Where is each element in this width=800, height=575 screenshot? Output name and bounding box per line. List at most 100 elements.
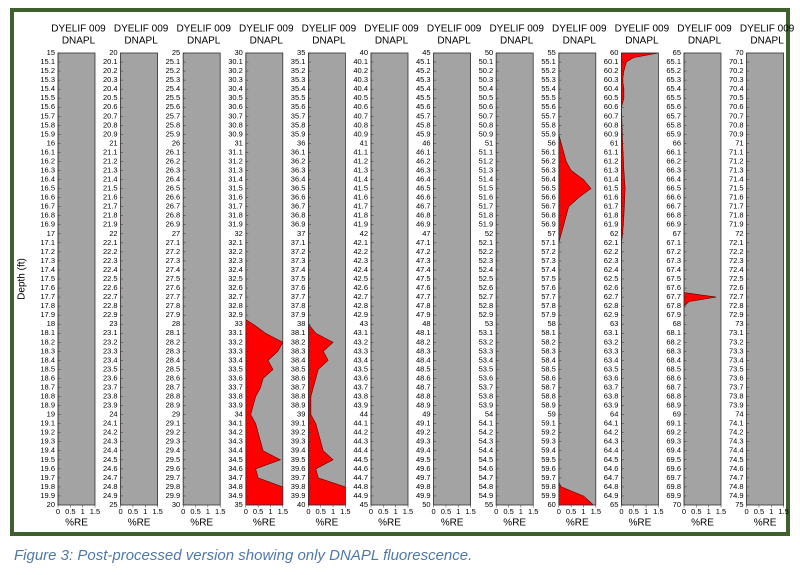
y-tick-label: 31.1 [228,147,243,156]
y-tick-label: 42.8 [353,301,368,310]
panel-subtitle: DNAPL [250,36,284,47]
y-tick-label: 52.9 [479,310,494,319]
y-tick-label: 60.6 [604,102,619,111]
y-tick-label: 22.6 [103,283,118,292]
y-tick-label: 43.4 [353,355,368,364]
y-tick-label: 49 [422,410,430,419]
y-tick-label: 25.9 [166,129,181,138]
y-tick-label: 44 [360,410,368,419]
y-tick-label: 68.1 [666,328,681,337]
y-tick-label: 51.7 [479,202,494,211]
y-tick-label: 37.6 [291,283,306,292]
y-tick-label: 62 [610,229,618,238]
y-tick-label: 65.7 [666,111,681,120]
y-tick-label: 18.7 [40,382,55,391]
panel-title: DYELIF 009 [176,24,231,35]
y-tick-label: 45.3 [416,75,431,84]
y-tick-label: 37.7 [291,292,306,301]
y-tick-label: 73.9 [729,401,744,410]
y-tick-label: 17 [47,229,55,238]
y-tick-label: 51.6 [479,193,494,202]
y-tick-label: 57 [547,229,555,238]
x-tick-label: 1.5 [465,507,475,516]
y-tick-label: 21 [109,138,117,147]
y-tick-label: 62.6 [604,283,619,292]
y-tick-label: 16.9 [40,220,55,229]
y-tick-label: 55.1 [541,57,556,66]
x-axis-label: %RE [128,518,151,529]
y-tick-label: 55.7 [541,111,556,120]
y-tick-label: 42.7 [353,292,368,301]
y-tick-label: 55 [485,500,493,509]
x-tick-label: 0 [682,507,686,516]
y-tick-label: 68.7 [666,382,681,391]
y-tick-label: 27.3 [166,256,181,265]
y-tick-label: 68.2 [666,337,681,346]
y-tick-label: 50.7 [479,111,494,120]
y-tick-label: 37.4 [291,265,306,274]
y-tick-label: 67.2 [666,247,681,256]
y-tick-label: 20.9 [103,129,118,138]
x-tick-label: 0.5 [128,507,138,516]
y-tick-label: 20.5 [103,93,118,102]
y-tick-label: 64.9 [604,491,619,500]
y-tick-label: 26.1 [166,147,181,156]
y-tick-label: 50.9 [479,129,494,138]
y-tick-label: 70.3 [729,75,744,84]
y-tick-label: 35.2 [291,66,306,75]
y-tick-label: 54.3 [479,437,494,446]
y-tick-label: 37.3 [291,256,306,265]
y-tick-label: 29 [172,410,180,419]
y-tick-label: 71.6 [729,193,744,202]
x-tick-label: 1 [519,507,523,516]
y-tick-label: 22.2 [103,247,118,256]
y-tick-label: 19.6 [40,464,55,473]
y-tick-label: 28.6 [166,373,181,382]
y-tick-label: 32.2 [228,247,243,256]
y-tick-label: 44.3 [353,437,368,446]
panel-title: DYELIF 009 [740,24,795,35]
y-tick-label: 66.7 [666,202,681,211]
y-tick-label: 71.9 [729,220,744,229]
y-tick-label: 49.4 [416,446,431,455]
x-axis-label: %RE [503,518,526,529]
x-tick-label: 0.5 [441,507,451,516]
panel-title: DYELIF 009 [114,24,169,35]
y-tick-label: 37.8 [291,301,306,310]
x-axis-label: %RE [629,518,652,529]
y-tick-label: 65 [610,500,618,509]
y-tick-label: 18 [47,319,55,328]
y-tick-label: 20.1 [103,57,118,66]
y-tick-label: 35.7 [291,111,306,120]
y-tick-label: 62.2 [604,247,619,256]
y-tick-label: 17.4 [40,265,55,274]
y-tick-label: 63.2 [604,337,619,346]
y-tick-label: 15 [47,48,55,57]
y-tick-label: 38.4 [291,355,306,364]
y-tick-label: 71.4 [729,175,744,184]
y-tick-label: 17.1 [40,238,55,247]
y-tick-label: 53.8 [479,392,494,401]
y-tick-label: 25.1 [166,57,181,66]
y-tick-label: 30 [172,500,180,509]
x-axis-label: %RE [65,518,88,529]
panel-subtitle: DNAPL [688,36,722,47]
x-axis-label: %RE [566,518,589,529]
y-tick-label: 32.5 [228,274,243,283]
y-tick-label: 24.6 [103,464,118,473]
y-tick-label: 74.6 [729,464,744,473]
panel-title: DYELIF 009 [615,24,670,35]
x-tick-label: 0.5 [754,507,764,516]
y-tick-label: 32.8 [228,301,243,310]
y-tick-label: 21.2 [103,156,118,165]
y-tick-label: 72.8 [729,301,744,310]
y-tick-label: 23.3 [103,346,118,355]
x-tick-label: 1.5 [716,507,726,516]
x-tick-label: 0.5 [253,507,263,516]
y-tick-label: 16.8 [40,211,55,220]
y-tick-label: 53.6 [479,373,494,382]
y-tick-label: 71.7 [729,202,744,211]
x-tick-label: 0.5 [691,507,701,516]
y-tick-label: 63.6 [604,373,619,382]
y-tick-label: 25.5 [166,93,181,102]
